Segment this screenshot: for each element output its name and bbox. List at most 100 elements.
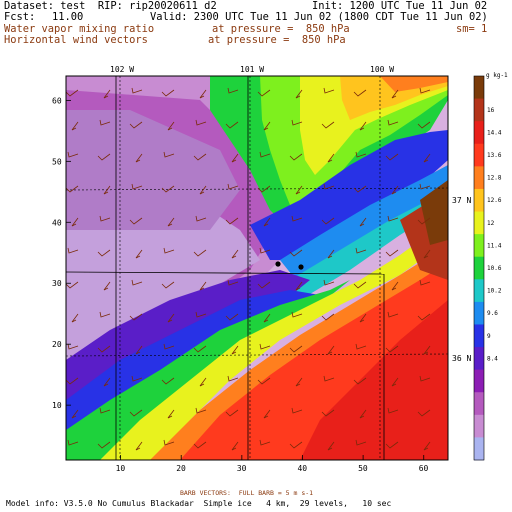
wind-barb [71, 217, 79, 227]
dry-region-band [66, 110, 240, 230]
station-dot-1 [275, 261, 281, 267]
colorbar-label: 13.6 [487, 152, 502, 159]
x-tick-label: 20 [176, 464, 186, 473]
wind-barb [353, 89, 367, 97]
wind-barb [323, 183, 335, 190]
wind-barb [71, 121, 79, 131]
wind-barb [199, 281, 207, 291]
wind-barb [423, 249, 431, 259]
lat-label-36n: 36 N [452, 354, 471, 363]
wind-barb [387, 119, 399, 126]
wind-barb [327, 249, 335, 259]
wind-barb [419, 375, 431, 382]
wind-barb [99, 215, 111, 222]
wind-barb [327, 441, 335, 451]
wind-barb [259, 151, 271, 158]
wind-barb [321, 121, 335, 129]
wind-barb [295, 377, 303, 387]
colorbar-label: 11.4 [487, 242, 502, 249]
init-line: Init: 1200 UTC Tue 11 Jun 02 [312, 0, 488, 12]
wind-barb [289, 153, 303, 161]
wind-barb [289, 441, 303, 449]
wind-barb [66, 185, 79, 193]
lon-label-101w: 101 W [240, 65, 264, 74]
colorbar-label: 16 [487, 107, 495, 114]
wind-barb [66, 377, 79, 385]
wind-barb [391, 377, 399, 387]
wind-barb [135, 441, 143, 451]
x-tick-label: 60 [419, 464, 429, 473]
wind-barb [161, 377, 175, 385]
wind-barb [387, 311, 399, 318]
colorbar-label: 10.2 [487, 288, 502, 295]
wind-barb [99, 407, 111, 414]
colorbar-label: 9 [487, 333, 491, 340]
wind-barb [385, 441, 399, 449]
x-tick-label: 50 [358, 464, 368, 473]
wind-barb [417, 217, 431, 225]
wind-barb [97, 153, 111, 161]
colorbar-label: 8.4 [487, 355, 498, 362]
wind-barb [327, 345, 335, 355]
wind-barb [391, 281, 399, 291]
colorbar-label: 14.4 [487, 129, 502, 136]
wind-barb [291, 311, 303, 318]
wind-barb [417, 409, 431, 417]
wind-barb [295, 281, 303, 291]
wind-barb [353, 281, 367, 289]
wind-barb [161, 89, 175, 97]
wind-barb [419, 183, 431, 190]
wind-barb [225, 217, 239, 225]
wind-barb [257, 281, 271, 289]
colorbar-swatch [474, 234, 484, 258]
colorbar-swatch [474, 392, 484, 416]
wind-barb [167, 313, 175, 323]
wind-barb [327, 153, 335, 163]
x-tick-label: 30 [237, 464, 247, 473]
wind-barb [163, 151, 175, 158]
colorbar-swatch [474, 301, 484, 325]
wind-barb [129, 121, 143, 129]
field2-name: Horizontal wind vectors [4, 34, 148, 46]
wind-barb [129, 217, 143, 225]
wind-barb [193, 441, 207, 449]
wind-barb [385, 153, 399, 161]
wind-barb [417, 121, 431, 129]
wind-barb [391, 89, 399, 99]
moist-tongue-yellow [300, 76, 448, 175]
wind-barb [359, 313, 367, 323]
wind-barb [355, 151, 367, 158]
wind-barb [199, 377, 207, 387]
axis-ticks: 10 20 30 40 50 60 10 20 30 40 50 60 [52, 96, 429, 473]
wind-barb [131, 87, 143, 94]
wind-barb [97, 441, 111, 449]
moisture-field [66, 76, 448, 460]
x-tick-label: 40 [297, 464, 307, 473]
wind-barb [291, 119, 303, 126]
colorbar-swatch [474, 324, 484, 348]
wind-barb [231, 441, 239, 451]
moisture-band-lightblue [280, 165, 448, 285]
wind-barb [227, 375, 239, 382]
colorbar-swatch [474, 347, 484, 371]
colorbar-swatch [474, 76, 484, 100]
colorbar-label: 12.8 [487, 175, 502, 182]
wind-barb [161, 185, 175, 193]
colorbar-swatch [474, 414, 484, 438]
moist-sector-deepred [300, 300, 448, 460]
y-tick-label: 10 [52, 401, 62, 410]
wind-barb [225, 313, 239, 321]
y-tick-label: 20 [52, 340, 62, 349]
wind-barb [167, 121, 175, 131]
wind-barb [199, 185, 207, 195]
wind-barb [257, 377, 271, 385]
wind-barb [295, 185, 303, 195]
wind-barb [291, 407, 303, 414]
field1-level: at pressure = 850 hPa [212, 23, 350, 35]
colorbar-swatch [474, 98, 484, 122]
fcst-value: 11.00 [52, 11, 84, 23]
wind-barb [193, 153, 207, 161]
wind-barb [289, 249, 303, 257]
y-tick-label: 30 [52, 279, 62, 288]
